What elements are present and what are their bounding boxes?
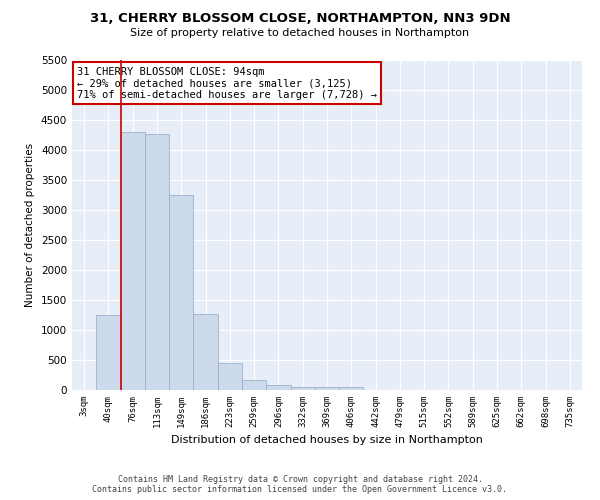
Y-axis label: Number of detached properties: Number of detached properties xyxy=(25,143,35,307)
Bar xyxy=(96,315,121,390)
Text: 31 CHERRY BLOSSOM CLOSE: 94sqm
← 29% of detached houses are smaller (3,125)
71% : 31 CHERRY BLOSSOM CLOSE: 94sqm ← 29% of … xyxy=(77,66,377,100)
Bar xyxy=(315,388,339,390)
Bar xyxy=(169,195,193,390)
Bar xyxy=(121,132,145,390)
Bar xyxy=(193,314,218,390)
Bar xyxy=(242,380,266,390)
X-axis label: Distribution of detached houses by size in Northampton: Distribution of detached houses by size … xyxy=(171,436,483,446)
Text: Size of property relative to detached houses in Northampton: Size of property relative to detached ho… xyxy=(130,28,470,38)
Bar xyxy=(266,384,290,390)
Bar xyxy=(145,134,169,390)
Text: Contains HM Land Registry data © Crown copyright and database right 2024.
Contai: Contains HM Land Registry data © Crown c… xyxy=(92,474,508,494)
Bar xyxy=(218,363,242,390)
Bar xyxy=(339,388,364,390)
Text: 31, CHERRY BLOSSOM CLOSE, NORTHAMPTON, NN3 9DN: 31, CHERRY BLOSSOM CLOSE, NORTHAMPTON, N… xyxy=(89,12,511,26)
Bar xyxy=(290,386,315,390)
